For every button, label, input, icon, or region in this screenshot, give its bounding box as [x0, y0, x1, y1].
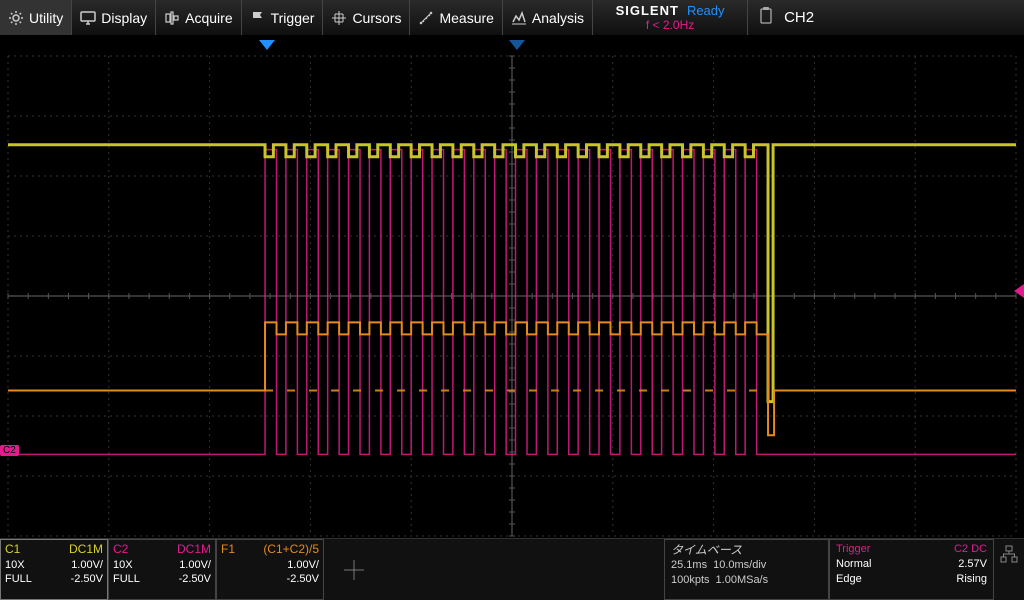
gear-icon — [8, 10, 24, 26]
timebase-label: タイムベース — [671, 542, 822, 558]
right-status: CH2 — [748, 0, 1024, 35]
channel-c1-box[interactable]: C1 DC1M 10X 1.00V/ FULL -2.50V — [0, 539, 108, 600]
analysis-icon — [511, 10, 527, 26]
trigger-slope: Rising — [956, 572, 987, 587]
c2-offset: -2.50V — [179, 572, 211, 586]
menu-display-label: Display — [101, 10, 147, 26]
f1-formula: (C1+C2)/5 — [263, 542, 319, 558]
c2-vdiv: 1.00V/ — [179, 558, 211, 572]
trigger-edge: Edge — [836, 572, 862, 587]
acquire-icon — [164, 10, 180, 26]
trigger-pos-marker-2[interactable] — [509, 40, 525, 50]
c2-bw: FULL — [113, 572, 140, 586]
menu-trigger[interactable]: Trigger — [242, 0, 324, 35]
c1-offset: -2.50V — [71, 572, 103, 586]
menu-utility-label: Utility — [29, 10, 63, 26]
trigger-src: C2 DC — [954, 542, 987, 557]
freq-status: f < 2.0Hz — [646, 18, 694, 32]
trigger-label: Trigger — [836, 542, 870, 557]
math-f1-box[interactable]: F1 (C1+C2)/5 1.00V/ -2.50V — [216, 539, 324, 600]
timebase-rate: 1.00MSa/s — [716, 573, 769, 588]
waveform-svg — [0, 36, 1024, 538]
f1-offset: -2.50V — [287, 572, 319, 586]
measure-icon — [418, 10, 434, 26]
top-menu-bar: Utility Display Acquire Trigger Cursors … — [0, 0, 1024, 36]
channel-c2-zero-label[interactable]: C2 — [0, 445, 19, 456]
menu-analysis[interactable]: Analysis — [503, 0, 593, 35]
c2-coupling: DC1M — [177, 542, 211, 558]
monitor-icon — [80, 10, 96, 26]
menu-cursors[interactable]: Cursors — [323, 0, 410, 35]
menu-analysis-label: Analysis — [532, 10, 584, 26]
network-icon[interactable] — [994, 539, 1024, 600]
menu-acquire[interactable]: Acquire — [156, 0, 241, 35]
flag-icon — [250, 10, 266, 26]
bottom-status-bar: C1 DC1M 10X 1.00V/ FULL -2.50V C2 DC1M 10X 1.… — [0, 538, 1024, 600]
menu-acquire-label: Acquire — [185, 10, 232, 26]
timebase-box[interactable]: タイムベース 25.1ms 10.0ms/div 100kpts 1.00MSa/s — [664, 539, 829, 600]
trigger-level: 2.57V — [958, 557, 987, 572]
brand-label: SIGLENT — [616, 3, 679, 18]
menu-measure[interactable]: Measure — [410, 0, 502, 35]
spacer — [384, 539, 664, 600]
c2-probe: 10X — [113, 558, 133, 572]
crosshair-control[interactable] — [324, 539, 384, 600]
c1-bw: FULL — [5, 572, 32, 586]
c1-vdiv: 1.00V/ — [71, 558, 103, 572]
trigger-box[interactable]: Trigger C2 DC Normal 2.57V Edge Rising — [829, 539, 994, 600]
trigger-level-marker[interactable] — [1014, 284, 1024, 298]
menu-cursors-label: Cursors — [352, 10, 401, 26]
active-channel[interactable]: CH2 — [784, 9, 814, 26]
acq-state: Ready — [687, 3, 725, 18]
menu-utility[interactable]: Utility — [0, 0, 72, 35]
trigger-pos-marker[interactable] — [259, 40, 275, 50]
c1-coupling: DC1M — [69, 542, 103, 558]
menu-display[interactable]: Display — [72, 0, 156, 35]
menu-measure-label: Measure — [439, 10, 493, 26]
c2-name: C2 — [113, 542, 128, 558]
timebase-tdiv: 10.0ms/div — [713, 558, 766, 573]
c1-probe: 10X — [5, 558, 25, 572]
status-box: SIGLENT Ready f < 2.0Hz — [593, 0, 748, 35]
clipboard-icon[interactable] — [758, 7, 774, 28]
c1-name: C1 — [5, 542, 20, 558]
waveform-area[interactable]: C2 — [0, 36, 1024, 538]
menu-trigger-label: Trigger — [271, 10, 315, 26]
trigger-mode: Normal — [836, 557, 871, 572]
channel-c2-box[interactable]: C2 DC1M 10X 1.00V/ FULL -2.50V — [108, 539, 216, 600]
f1-vdiv: 1.00V/ — [287, 558, 319, 572]
cursors-icon — [331, 10, 347, 26]
f1-name: F1 — [221, 542, 235, 558]
timebase-pts: 100kpts — [671, 573, 710, 588]
timebase-delay: 25.1ms — [671, 558, 707, 573]
